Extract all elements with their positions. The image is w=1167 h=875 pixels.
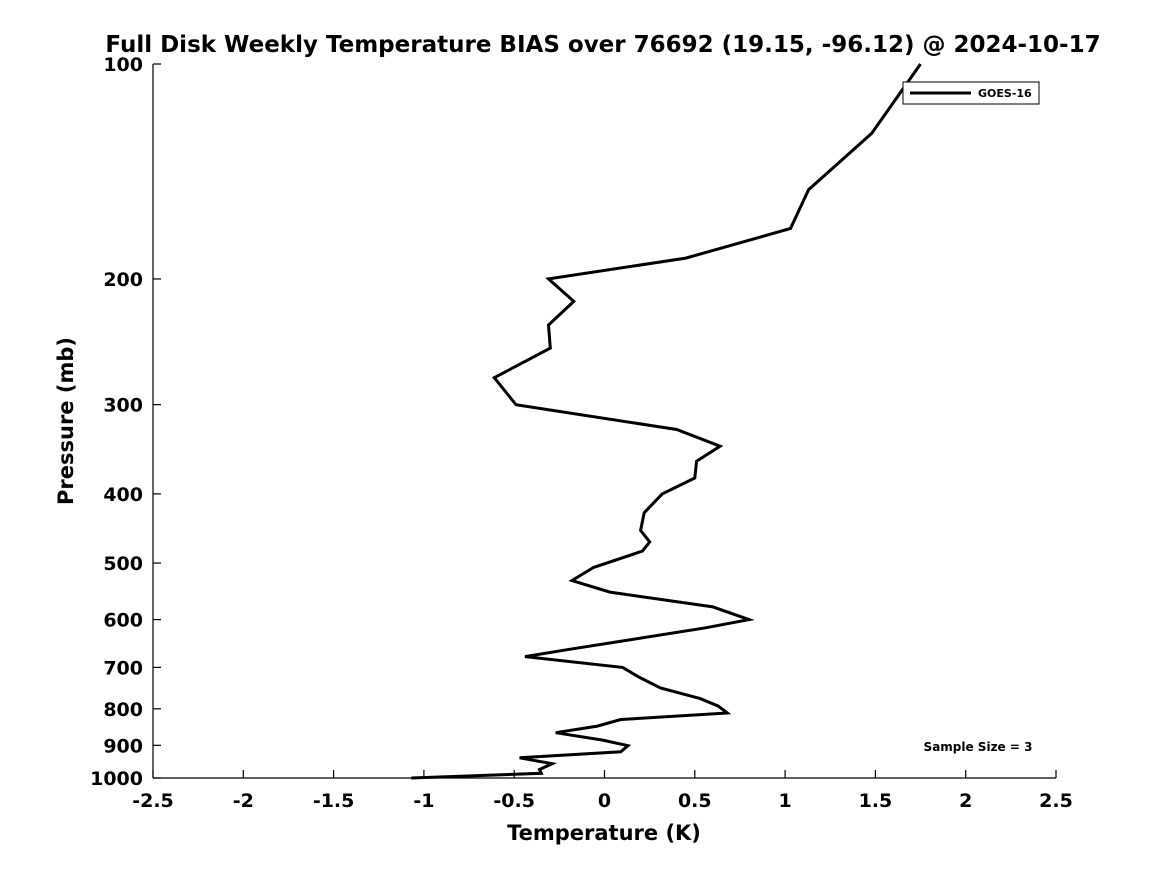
series-line bbox=[411, 63, 922, 780]
y-tick-label: 500 bbox=[103, 553, 143, 575]
x-tick-label: 2.5 bbox=[1039, 790, 1073, 812]
y-axis-label: Pressure (mb) bbox=[54, 337, 78, 505]
y-tick-label: 900 bbox=[103, 735, 143, 757]
y-ticks: 100 200 300 400 500 600 700 800 900 1000 bbox=[90, 54, 161, 790]
y-tick-label: 700 bbox=[103, 657, 143, 679]
legend-label: GOES-16 bbox=[978, 87, 1032, 100]
sample-size-annotation: Sample Size = 3 bbox=[924, 740, 1033, 754]
x-tick-label: 0 bbox=[598, 790, 611, 812]
plot-area: -2.5 -2 -1.5 -1 -0.5 0 0.5 1 1.5 2 2.5 100 200 300 40… bbox=[90, 54, 1073, 812]
y-tick-label: 200 bbox=[103, 269, 143, 291]
chart-title: Full Disk Weekly Temperature BIAS over 7… bbox=[105, 32, 1100, 58]
y-tick-label: 400 bbox=[103, 484, 143, 506]
y-tick-label: 1000 bbox=[90, 768, 143, 790]
x-tick-label: -2 bbox=[233, 790, 254, 812]
x-axis-label: Temperature (K) bbox=[507, 821, 701, 845]
x-tick-label: 2 bbox=[959, 790, 972, 812]
y-tick-label: 300 bbox=[103, 395, 143, 417]
y-tick-label: 600 bbox=[103, 610, 143, 632]
legend: GOES-16 bbox=[902, 81, 1040, 105]
x-ticks: -2.5 -2 -1.5 -1 -0.5 0 0.5 1 1.5 2 2.5 bbox=[132, 770, 1073, 812]
x-tick-label: 0.5 bbox=[678, 790, 712, 812]
y-tick-label: 800 bbox=[103, 699, 143, 721]
x-tick-label: 1.5 bbox=[859, 790, 893, 812]
x-tick-label: -1.5 bbox=[313, 790, 355, 812]
x-tick-label: -2.5 bbox=[132, 790, 174, 812]
series-layer bbox=[411, 63, 922, 780]
y-tick-label: 100 bbox=[103, 54, 143, 76]
x-tick-label: -1 bbox=[413, 790, 434, 812]
x-tick-label: 1 bbox=[778, 790, 791, 812]
x-tick-label: -0.5 bbox=[493, 790, 535, 812]
